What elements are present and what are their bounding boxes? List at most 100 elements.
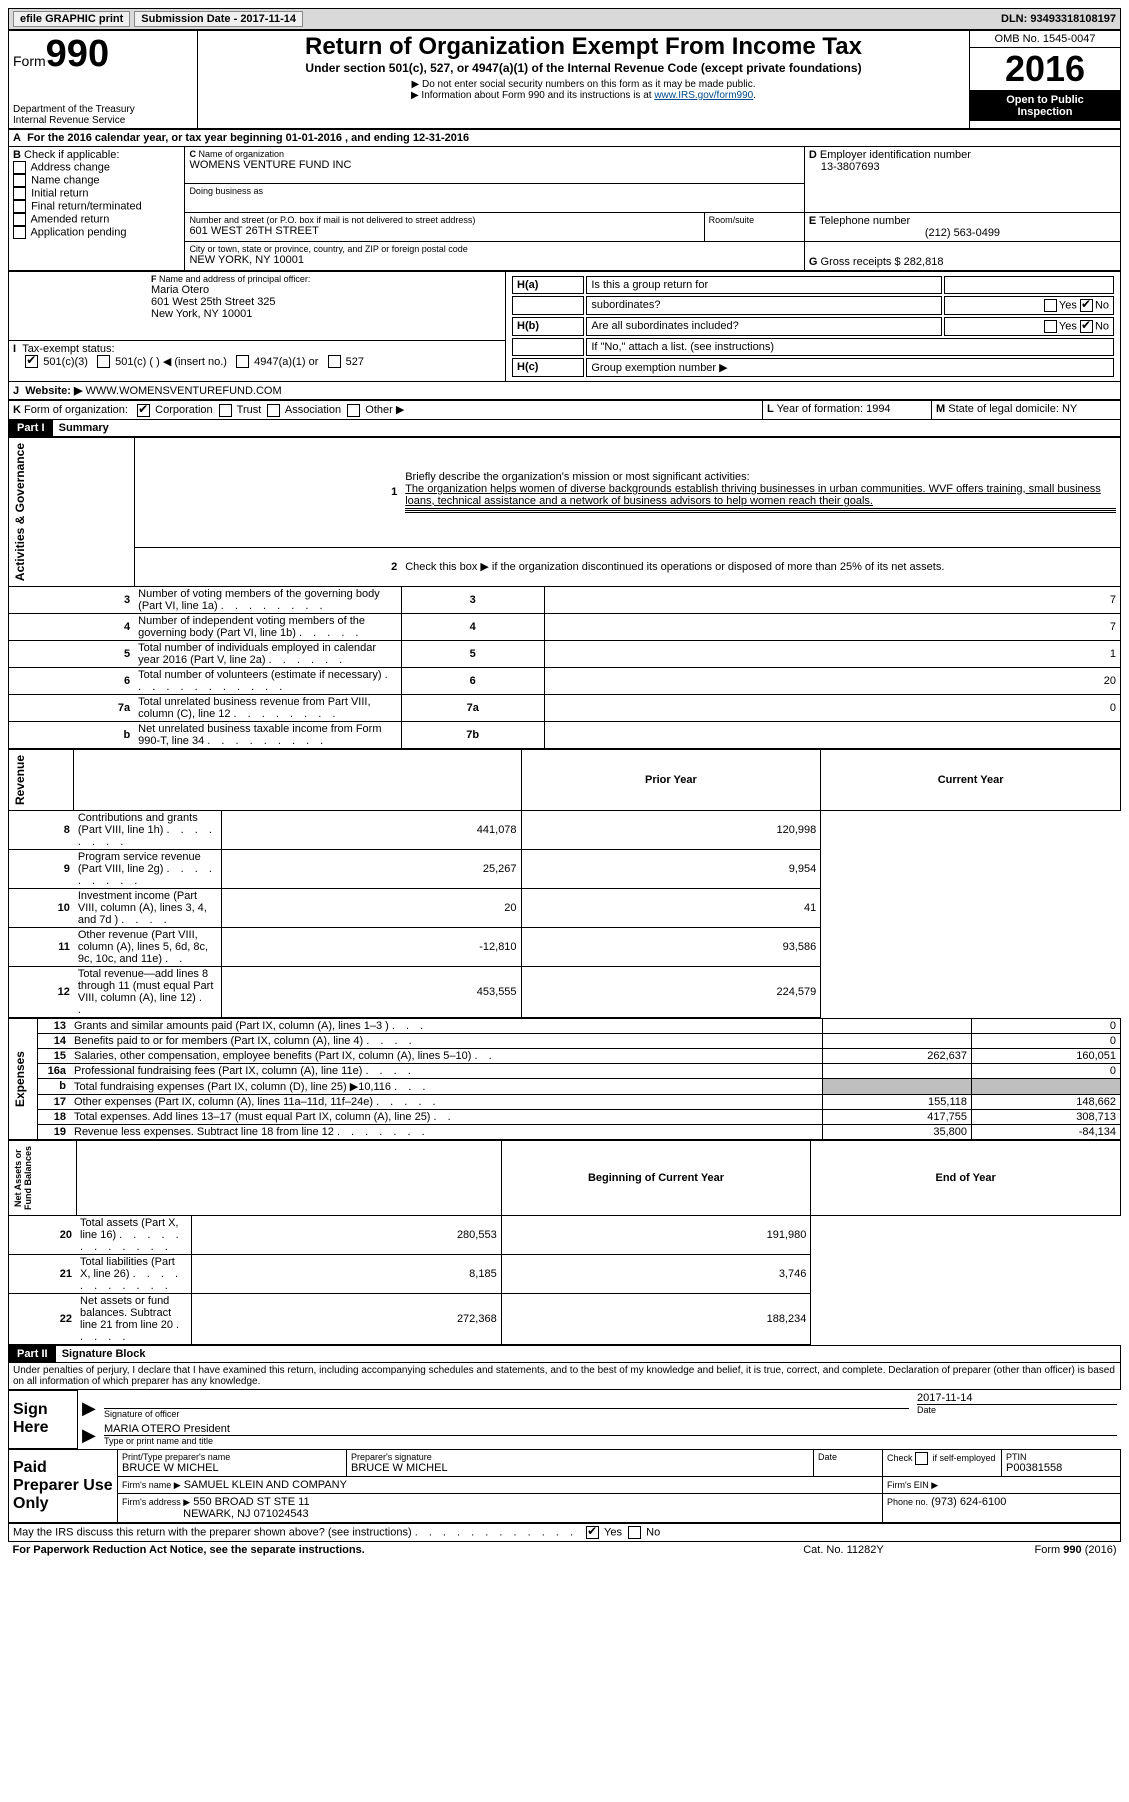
- curr-val: 224,579: [521, 966, 821, 1017]
- row-text: Investment income (Part VIII, column (A)…: [74, 888, 221, 927]
- curr-val: -84,134: [972, 1124, 1121, 1139]
- k-opt-check[interactable]: [219, 404, 232, 417]
- curr-val: 120,998: [521, 810, 821, 849]
- k-opt-check[interactable]: [137, 404, 150, 417]
- firm-name-l: Firm's name ▶: [122, 1480, 181, 1490]
- self-emp-check[interactable]: [915, 1452, 928, 1465]
- b-option: Initial return: [13, 187, 180, 200]
- gov-row-text: Net unrelated business taxable income fr…: [134, 721, 401, 748]
- row-text: Program service revenue (Part VIII, line…: [74, 849, 221, 888]
- officer-addr2: New York, NY 10001: [151, 308, 501, 320]
- k-opt-check[interactable]: [267, 404, 280, 417]
- b-opt-check[interactable]: [13, 200, 26, 213]
- f-label: Name and address of principal officer:: [159, 274, 310, 284]
- i-4947[interactable]: [236, 355, 249, 368]
- org-name: WOMENS VENTURE FUND INC: [189, 159, 799, 171]
- row-text: Contributions and grants (Part VIII, lin…: [74, 810, 221, 849]
- prep-name-l: Print/Type preparer's name: [122, 1452, 342, 1462]
- b-option: Name change: [13, 174, 180, 187]
- prior-val: 417,755: [823, 1109, 972, 1124]
- l-val: 1994: [866, 403, 890, 415]
- ein: 13-3807693: [809, 161, 1116, 173]
- h-note: If "No," attach a list. (see instruction…: [586, 338, 1114, 356]
- check-self: Check if self-employed: [887, 1453, 996, 1463]
- curr-val: 9,954: [521, 849, 821, 888]
- discuss-yes[interactable]: [586, 1526, 599, 1539]
- i-501c3[interactable]: [25, 355, 38, 368]
- irs: Internal Revenue Service: [13, 115, 193, 126]
- ptin: P00381558: [1006, 1462, 1116, 1474]
- b-opt-check[interactable]: [13, 161, 26, 174]
- k-label: Form of organization:: [24, 404, 128, 416]
- b-opt-check[interactable]: [13, 187, 26, 200]
- k-opt-check[interactable]: [347, 404, 360, 417]
- row-text: Other revenue (Part VIII, column (A), li…: [74, 927, 221, 966]
- curr-val: 308,713: [972, 1109, 1121, 1124]
- summary-table: Activities & Governance 1 Briefly descri…: [8, 437, 1121, 749]
- officer-printed: MARIA OTERO President: [104, 1423, 1117, 1436]
- curr-val: 3,746: [501, 1254, 811, 1293]
- curr-val: 191,980: [501, 1215, 811, 1254]
- row-text: Total liabilities (Part X, line 26) . . …: [76, 1254, 192, 1293]
- b-opt-check[interactable]: [13, 226, 26, 239]
- discuss-no[interactable]: [628, 1526, 641, 1539]
- j-label: Website: ▶: [25, 385, 82, 397]
- gov-row-val: [544, 721, 1120, 748]
- row-text: Professional fundraising fees (Part IX, …: [70, 1063, 823, 1078]
- prior-val: 25,267: [221, 849, 521, 888]
- firm-ein-l: Firm's EIN ▶: [887, 1480, 938, 1490]
- website: WWW.WOMENSVENTUREFUND.COM: [85, 385, 281, 397]
- phone-l: Phone no.: [887, 1497, 928, 1507]
- firm-addr2: NEWARK, NJ 071024543: [183, 1508, 309, 1520]
- prep-date-l: Date: [818, 1452, 878, 1462]
- part2-title: Signature Block: [62, 1348, 146, 1360]
- omb: OMB No. 1545-0047: [970, 31, 1120, 47]
- b-option: Amended return: [13, 213, 180, 226]
- row-text: Revenue less expenses. Subtract line 18 …: [70, 1124, 823, 1139]
- i-527[interactable]: [328, 355, 341, 368]
- curr-val: 188,234: [501, 1293, 811, 1344]
- tax-year: 2016: [970, 47, 1120, 91]
- prior-val: 272,368: [192, 1293, 502, 1344]
- city-label: City or town, state or province, country…: [189, 244, 799, 254]
- prior-val: 35,800: [823, 1124, 972, 1139]
- b-option: Final return/terminated: [13, 200, 180, 213]
- open1: Open to Public: [972, 94, 1118, 106]
- b-option: Application pending: [13, 226, 180, 239]
- prior-val: 262,637: [823, 1048, 972, 1063]
- submission-btn[interactable]: Submission Date - 2017-11-14: [134, 11, 303, 27]
- prior-val: [823, 1018, 972, 1033]
- sig-date: 2017-11-14: [917, 1392, 1117, 1405]
- prep-sig-l: Preparer's signature: [351, 1452, 809, 1462]
- ha-no[interactable]: [1080, 299, 1093, 312]
- e-label: Telephone number: [819, 215, 910, 227]
- revenue-table: Revenue Prior Year Current Year 8Contrib…: [8, 749, 1121, 1018]
- firm-addr1: 550 BROAD ST STE 11: [193, 1496, 309, 1508]
- hb-no[interactable]: [1080, 320, 1093, 333]
- gov-row-text: Total number of volunteers (estimate if …: [134, 667, 401, 694]
- hb-yes[interactable]: [1044, 320, 1057, 333]
- m-val: NY: [1062, 403, 1077, 415]
- prep-sig: BRUCE W MICHEL: [351, 1462, 809, 1474]
- ha-yes[interactable]: [1044, 299, 1057, 312]
- type-label: Type or print name and title: [104, 1436, 1117, 1446]
- dln: DLN: 93493318108197: [1001, 13, 1116, 25]
- q1: Briefly describe the organization's miss…: [405, 471, 749, 483]
- sign-here: Sign Here ▶ Signature of officer 2017-11…: [8, 1390, 1121, 1449]
- sign-here-label: Sign Here: [9, 1390, 78, 1448]
- discuss: May the IRS discuss this return with the…: [13, 1526, 412, 1538]
- b-opt-check[interactable]: [13, 174, 26, 187]
- dept: Department of the Treasury: [13, 104, 193, 115]
- b-opt-check[interactable]: [13, 213, 26, 226]
- firm-phone: (973) 624-6100: [931, 1496, 1006, 1508]
- gov-row-val: 20: [544, 667, 1120, 694]
- return-title: Return of Organization Exempt From Incom…: [202, 33, 965, 61]
- i-501c[interactable]: [97, 355, 110, 368]
- street: 601 WEST 26TH STREET: [189, 225, 699, 237]
- paperwork: For Paperwork Reduction Act Notice, see …: [13, 1544, 365, 1556]
- prior-val: 441,078: [221, 810, 521, 849]
- dba-label: Doing business as: [189, 186, 799, 196]
- ha2: subordinates?: [586, 296, 942, 315]
- efile-btn[interactable]: efile GRAPHIC print: [13, 11, 130, 27]
- irs-link[interactable]: www.IRS.gov/form990: [654, 90, 753, 101]
